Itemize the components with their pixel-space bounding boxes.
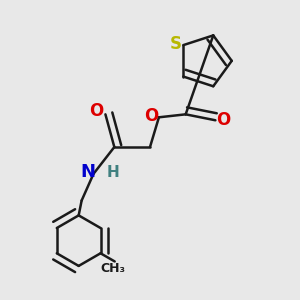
Text: O: O (89, 102, 103, 120)
Text: CH₃: CH₃ (101, 262, 126, 275)
Text: O: O (144, 107, 159, 125)
Text: O: O (217, 111, 231, 129)
Text: H: H (106, 165, 119, 180)
Text: N: N (80, 163, 95, 181)
Text: S: S (170, 34, 182, 52)
